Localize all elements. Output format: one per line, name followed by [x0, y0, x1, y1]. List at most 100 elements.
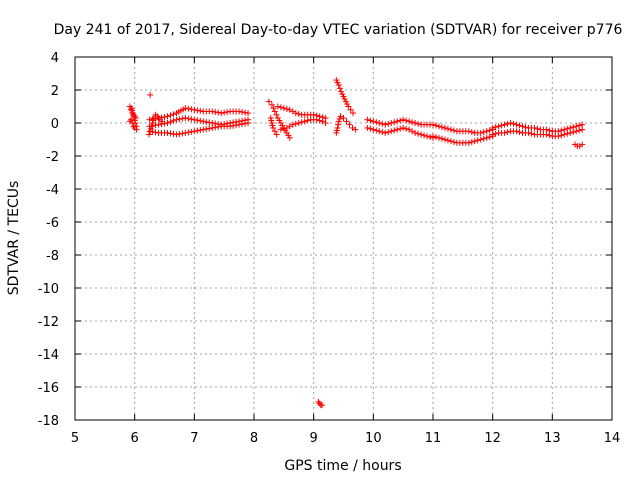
- data-point: [206, 125, 213, 132]
- data-point: [412, 129, 419, 136]
- data-point: [215, 123, 222, 130]
- data-point: [340, 115, 347, 122]
- data-point: [286, 134, 293, 141]
- data-point: [145, 131, 152, 138]
- data-point: [397, 125, 404, 132]
- data-point: [170, 111, 177, 118]
- data-point: [388, 128, 395, 135]
- data-point: [427, 134, 434, 141]
- data-point: [335, 82, 342, 89]
- data-point: [265, 98, 272, 105]
- data-point: [444, 125, 451, 132]
- data-point: [501, 129, 508, 136]
- data-point: [188, 116, 195, 123]
- data-point: [403, 125, 410, 132]
- y-tick-label: -10: [38, 282, 59, 297]
- data-point: [546, 132, 553, 139]
- data-point: [164, 129, 171, 136]
- data-point: [400, 116, 407, 123]
- data-point: [239, 109, 246, 115]
- data-point: [158, 121, 165, 128]
- data-point: [191, 128, 198, 135]
- axis-ticks: [74, 56, 613, 421]
- data-point: [239, 121, 246, 128]
- data-point: [438, 124, 445, 131]
- data-point: [146, 128, 153, 135]
- data-point: [173, 131, 180, 138]
- data-point: [206, 119, 213, 126]
- data-point: [397, 117, 404, 124]
- data-point: [194, 117, 201, 124]
- data-point: [273, 131, 280, 138]
- y-tick-label: -14: [38, 348, 59, 363]
- data-point: [498, 122, 505, 129]
- y-tick-label: -16: [38, 381, 59, 396]
- y-tick-label: -8: [46, 249, 59, 264]
- data-point: [570, 129, 577, 136]
- data-point: [173, 116, 180, 123]
- data-point: [465, 139, 472, 146]
- data-point: [200, 126, 207, 133]
- data-point: [480, 129, 487, 136]
- data-point: [270, 124, 277, 131]
- data-point: [336, 85, 343, 92]
- data-point: [280, 125, 287, 132]
- data-point: [133, 123, 140, 130]
- data-point: [218, 110, 225, 117]
- data-point: [522, 124, 529, 131]
- data-point: [435, 123, 442, 130]
- data-point: [197, 107, 204, 114]
- data-point: [147, 91, 154, 98]
- data-point: [385, 129, 392, 136]
- data-point: [170, 117, 177, 124]
- data-point: [492, 124, 499, 131]
- data-point: [409, 119, 416, 126]
- data-point: [343, 118, 350, 125]
- data-point: [152, 122, 159, 129]
- data-point: [376, 128, 383, 135]
- data-point: [188, 128, 195, 135]
- data-point: [376, 120, 383, 126]
- data-point: [277, 104, 284, 111]
- data-point: [432, 134, 439, 141]
- data-point: [233, 122, 240, 129]
- data-point: [447, 138, 454, 145]
- data-point: [274, 103, 281, 110]
- data-point: [271, 128, 278, 135]
- data-point: [513, 121, 520, 128]
- data-point: [185, 105, 192, 112]
- data-point: [242, 120, 249, 127]
- data-point: [379, 120, 386, 127]
- data-point: [465, 128, 472, 135]
- data-point: [435, 134, 442, 141]
- data-point: [350, 110, 357, 117]
- data-point: [504, 120, 511, 127]
- y-tick-label: -18: [38, 414, 59, 429]
- data-point: [504, 129, 511, 136]
- data-point: [370, 126, 377, 133]
- data-point: [468, 129, 475, 136]
- data-point: [403, 117, 410, 124]
- x-tick-label: 8: [250, 431, 258, 446]
- data-point: [194, 127, 201, 134]
- data-point: [155, 115, 162, 122]
- data-point: [531, 124, 538, 131]
- data-point: [304, 117, 311, 124]
- data-point: [209, 124, 216, 131]
- x-tick-label: 7: [190, 431, 198, 446]
- y-tick-label: -2: [46, 150, 59, 165]
- data-point: [182, 129, 189, 136]
- data-point: [480, 135, 487, 142]
- data-point: [236, 121, 243, 128]
- data-point: [170, 131, 177, 137]
- data-point: [236, 108, 243, 115]
- data-point: [203, 118, 210, 125]
- data-point: [438, 135, 445, 142]
- y-tick-labels: -18 -16 -14 -12 -10 -8 -6 -4 -2 0 2 4: [38, 51, 59, 429]
- data-point: [364, 124, 371, 131]
- y-tick-label: 2: [51, 84, 59, 99]
- data-point: [289, 121, 296, 128]
- data-point: [316, 117, 323, 124]
- data-point: [391, 127, 398, 134]
- data-point: [197, 117, 204, 124]
